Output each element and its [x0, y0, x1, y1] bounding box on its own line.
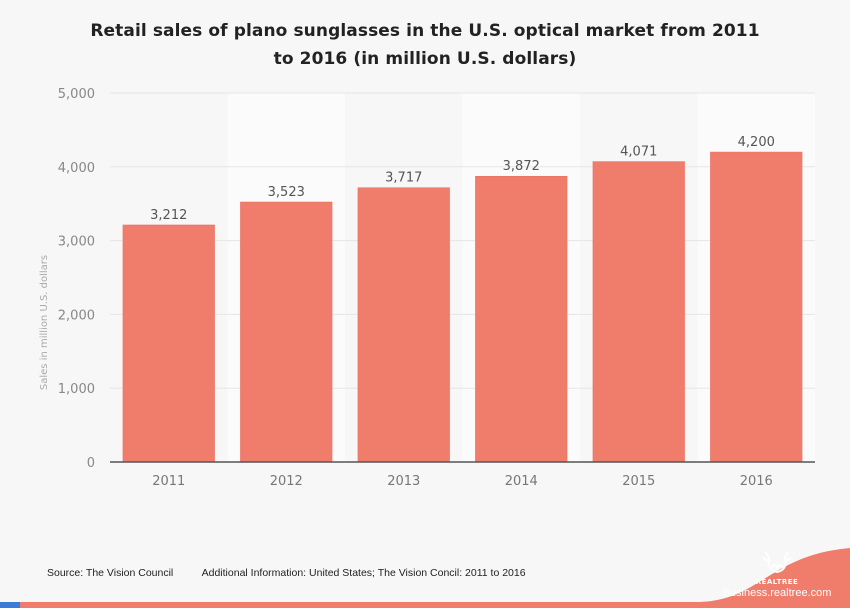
x-tick-label: 2015 [622, 474, 655, 489]
gridlines [110, 92, 815, 389]
bar-2013 [357, 187, 450, 463]
y-tick-label: 3,000 [58, 235, 95, 250]
y-tick-label: 5,000 [58, 87, 95, 102]
bar-2012 [240, 201, 333, 463]
footer-wave [0, 548, 850, 608]
value-labels: 3,212 3,523 3,717 3,872 4,071 4,200 [150, 135, 775, 223]
bars [122, 151, 803, 463]
y-tick-label: 0 [87, 456, 95, 471]
bar-2014 [475, 175, 568, 463]
bar-2016 [710, 151, 803, 463]
value-label: 4,200 [738, 135, 775, 150]
bar-2011 [122, 224, 215, 463]
value-label: 3,523 [268, 185, 305, 200]
bar-2015 [592, 161, 685, 463]
x-tick-label: 2014 [505, 474, 538, 489]
y-tick-label: 4,000 [58, 161, 95, 176]
y-tick-label: 2,000 [58, 308, 95, 323]
chart-title-line-2: to 2016 (in million U.S. dollars) [273, 49, 577, 69]
additional-info-text: Additional Information: United States; T… [201, 567, 526, 579]
source-text: Source: The Vision Council [47, 567, 174, 579]
value-label: 3,212 [150, 208, 187, 223]
value-label: 3,872 [503, 159, 540, 174]
value-label: 3,717 [385, 171, 422, 186]
brand-website-link[interactable]: Business.realtree.com [722, 587, 832, 599]
chart-title-line-1: Retail sales of plano sunglasses in the … [90, 21, 760, 41]
footer-accent-strip [0, 602, 20, 608]
x-tick-label: 2013 [387, 474, 420, 489]
x-tick-label: 2016 [740, 474, 773, 489]
x-tick-label: 2011 [152, 474, 185, 489]
brand-block: REALTREE Business.realtree.com [722, 552, 832, 599]
x-tick-label: 2012 [270, 474, 303, 489]
chart-title: Retail sales of plano sunglasses in the … [0, 17, 850, 73]
x-axis-ticks: 2011 2012 2013 2014 2015 2016 [152, 474, 773, 489]
brand-name: REALTREE [755, 578, 799, 586]
antler-logo-icon [763, 552, 791, 573]
y-axis-label: Sales in million U.S. dollars [39, 255, 50, 390]
y-tick-label: 1,000 [58, 382, 95, 397]
y-axis-ticks: 0 1,000 2,000 3,000 4,000 5,000 [58, 87, 95, 471]
value-label: 4,071 [620, 145, 657, 160]
footer: Source: The Vision Council Additional In… [47, 567, 552, 579]
